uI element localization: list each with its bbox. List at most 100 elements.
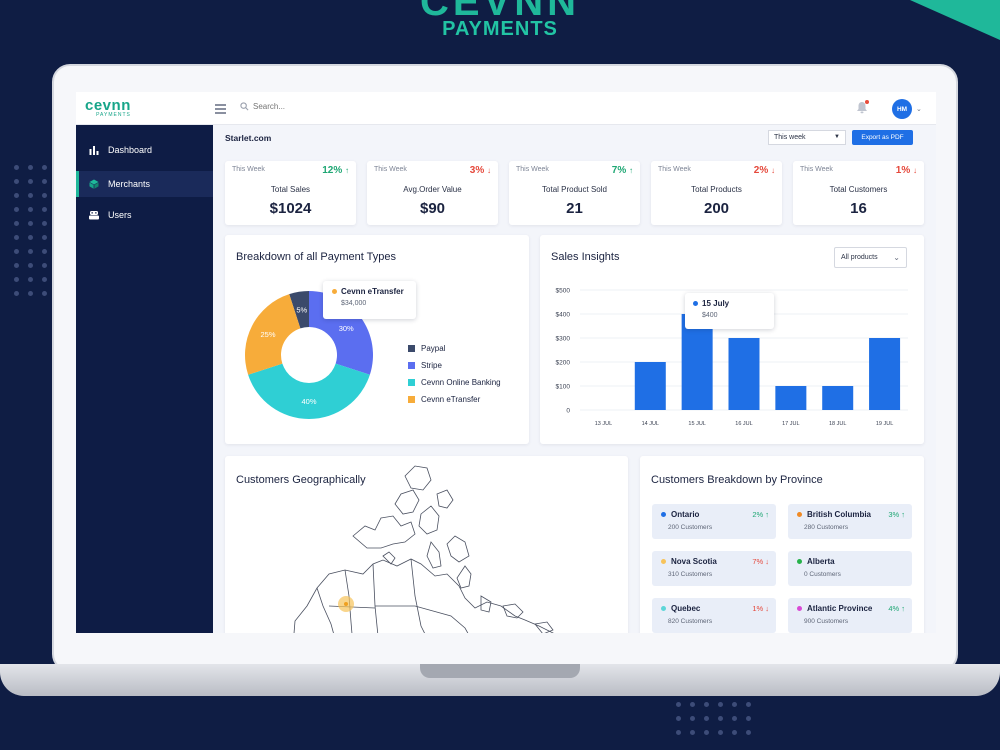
pie-slice-label: 40% bbox=[301, 397, 316, 406]
logo-subtext: PAYMENTS bbox=[96, 112, 131, 118]
province-delta: 2% ↑ bbox=[752, 510, 769, 519]
export-pdf-button[interactable]: Export as PDF bbox=[852, 130, 913, 145]
bar-16-jul[interactable] bbox=[728, 338, 760, 410]
search-icon bbox=[240, 102, 249, 111]
stat-value: $1024 bbox=[269, 200, 312, 217]
bar-14-jul[interactable] bbox=[634, 362, 666, 410]
users-icon bbox=[89, 211, 99, 220]
pie-slice-label: 30% bbox=[339, 324, 354, 333]
corner-decoration bbox=[910, 0, 1000, 40]
banner-logo-text: PAYMENTS bbox=[442, 18, 558, 40]
sidebar-item-label: Merchants bbox=[108, 179, 151, 189]
bar-tooltip: 15 July $400 bbox=[685, 293, 774, 329]
stat-value: 21 bbox=[566, 200, 583, 217]
bar-17-jul[interactable] bbox=[775, 386, 807, 410]
province-name: Nova Scotia bbox=[671, 557, 717, 566]
province-card-alberta[interactable]: Alberta 0 Customers bbox=[788, 551, 912, 586]
pie-slice-cevnn-online-banking[interactable] bbox=[248, 363, 370, 419]
province-card-atlantic-province[interactable]: Atlantic Province 900 Customers 4% ↑ bbox=[788, 598, 912, 633]
province-card-quebec[interactable]: Quebec 820 Customers 1% ↓ bbox=[652, 598, 776, 633]
province-dot bbox=[797, 559, 802, 564]
legend-item-paypal: Paypal bbox=[408, 340, 501, 357]
pie-slice-cevnn-etransfer[interactable] bbox=[245, 294, 301, 375]
canada-map[interactable] bbox=[225, 456, 628, 633]
stat-period: This Week bbox=[516, 166, 549, 173]
sales-bar-chart: 0 $100 $200 $300 $400 $500 13 JUL 14 JUL 15 JUL 1… bbox=[556, 288, 908, 427]
laptop-notch bbox=[420, 664, 580, 678]
sidebar-item-users[interactable]: Users bbox=[76, 202, 213, 228]
geography-panel: Customers Geographically bbox=[225, 456, 628, 633]
province-delta-value: 3% bbox=[888, 510, 900, 519]
period-select[interactable]: This week ▼ bbox=[768, 130, 846, 145]
stat-card-total-sales: This Week 12% ↑ Total Sales $1024 bbox=[225, 161, 356, 225]
province-delta-value: 2% bbox=[752, 510, 764, 519]
arrow-down-icon: ↓ bbox=[487, 166, 491, 175]
y-tick-label: $100 bbox=[556, 384, 571, 391]
avatar[interactable]: HM bbox=[892, 99, 912, 119]
notification-button[interactable] bbox=[856, 100, 869, 119]
chevron-down-icon[interactable]: ⌄ bbox=[916, 106, 922, 113]
search-input[interactable] bbox=[253, 102, 373, 111]
y-tick-label: $500 bbox=[556, 288, 571, 295]
period-select-value: This week bbox=[774, 134, 806, 141]
page-title: Starlet.com bbox=[225, 133, 272, 143]
sidebar-item-label: Users bbox=[108, 210, 132, 220]
sidebar-item-merchants[interactable]: Merchants bbox=[76, 171, 213, 197]
x-tick-label: 19 JUL bbox=[876, 421, 893, 427]
province-name: Ontario bbox=[671, 510, 700, 519]
stat-label: Total Sales bbox=[270, 185, 311, 194]
province-dot bbox=[797, 606, 802, 611]
bar-15-jul[interactable] bbox=[681, 314, 713, 410]
pie-tooltip: Cevnn eTransfer $34,000 bbox=[323, 281, 416, 319]
cube-icon bbox=[89, 179, 99, 189]
province-delta-value: 7% bbox=[752, 557, 764, 566]
province-dot bbox=[661, 606, 666, 611]
province-delta: 7% ↓ bbox=[752, 557, 769, 566]
bar-18-jul[interactable] bbox=[822, 386, 854, 410]
province-card-ontario[interactable]: Ontario 200 Customers 2% ↑ bbox=[652, 504, 776, 539]
stat-label: Total Products bbox=[691, 185, 742, 194]
x-tick-label: 18 JUL bbox=[829, 421, 846, 427]
stat-card-total-product-sold: This Week 7% ↑ Total Product Sold 21 bbox=[509, 161, 640, 225]
pie-slice-paypal[interactable] bbox=[289, 291, 309, 329]
x-tick-label: 14 JUL bbox=[642, 421, 659, 427]
notification-dot bbox=[865, 100, 869, 104]
panel-title: Customers Breakdown by Province bbox=[651, 474, 823, 486]
arrow-up-icon: ↑ bbox=[901, 510, 905, 519]
menu-icon[interactable] bbox=[215, 104, 226, 116]
bar-19-jul[interactable] bbox=[869, 338, 901, 410]
province-delta: 3% ↑ bbox=[888, 510, 905, 519]
stat-period: This Week bbox=[232, 166, 265, 173]
province-customers: 310 Customers bbox=[668, 571, 713, 578]
legend-label: Cevnn eTransfer bbox=[421, 395, 481, 404]
sidebar-item-dashboard[interactable]: Dashboard bbox=[76, 137, 213, 163]
tooltip-value: $400 bbox=[702, 312, 718, 319]
stat-card-total-products: This Week 2% ↓ Total Products 200 bbox=[651, 161, 782, 225]
stat-label: Avg.Order Value bbox=[403, 185, 462, 194]
product-filter-select[interactable]: All products ⌄ bbox=[834, 247, 907, 268]
search-bar[interactable] bbox=[240, 102, 373, 111]
province-customers: 900 Customers bbox=[804, 618, 849, 625]
arrow-up-icon: ↑ bbox=[629, 166, 633, 175]
y-tick-label: $200 bbox=[556, 360, 571, 367]
legend-item-online-banking: Cevnn Online Banking bbox=[408, 374, 501, 391]
legend-item-etransfer: Cevnn eTransfer bbox=[408, 391, 501, 408]
app-logo[interactable]: cevnn PAYMENTS bbox=[85, 98, 131, 118]
tooltip-value: $34,000 bbox=[341, 300, 367, 307]
stat-card-avg-order-value: This Week 3% ↓ Avg.Order Value $90 bbox=[367, 161, 498, 225]
province-card-nova-scotia[interactable]: Nova Scotia 310 Customers 7% ↓ bbox=[652, 551, 776, 586]
province-card-british-columbia[interactable]: British Columbia 280 Customers 3% ↑ bbox=[788, 504, 912, 539]
bar-chart-icon bbox=[89, 146, 99, 155]
province-customers: 280 Customers bbox=[804, 524, 849, 531]
legend-item-stripe: Stripe bbox=[408, 357, 501, 374]
province-name: Alberta bbox=[807, 557, 835, 566]
arrow-down-icon: ↓ bbox=[765, 604, 769, 613]
stat-period: This Week bbox=[658, 166, 691, 173]
province-dot bbox=[661, 559, 666, 564]
stat-period: This Week bbox=[374, 166, 407, 173]
sidebar-item-label: Dashboard bbox=[108, 145, 153, 155]
y-tick-label: $400 bbox=[556, 312, 571, 319]
province-dot bbox=[797, 512, 802, 517]
stat-label: Total Customers bbox=[829, 185, 888, 194]
legend-label: Cevnn Online Banking bbox=[421, 378, 501, 387]
